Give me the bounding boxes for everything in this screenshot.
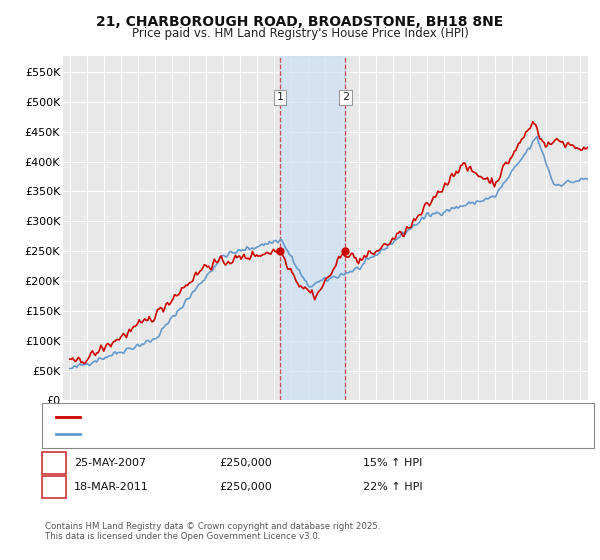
Text: 2: 2 xyxy=(50,482,58,492)
Text: HPI: Average price, semi-detached house, Bournemouth Christchurch and Poole: HPI: Average price, semi-detached house,… xyxy=(87,429,478,439)
Bar xyxy=(280,56,345,400)
Text: 25-MAY-2007: 25-MAY-2007 xyxy=(74,458,146,468)
Text: Price paid vs. HM Land Registry's House Price Index (HPI): Price paid vs. HM Land Registry's House … xyxy=(131,27,469,40)
Text: 21, CHARBOROUGH ROAD, BROADSTONE, BH18 8NE (semi-detached house): 21, CHARBOROUGH ROAD, BROADSTONE, BH18 8… xyxy=(87,412,462,422)
Text: 2: 2 xyxy=(341,92,349,102)
Text: 21, CHARBOROUGH ROAD, BROADSTONE, BH18 8NE: 21, CHARBOROUGH ROAD, BROADSTONE, BH18 8… xyxy=(97,15,503,29)
Text: 18-MAR-2011: 18-MAR-2011 xyxy=(74,482,149,492)
Text: 1: 1 xyxy=(50,458,58,468)
Text: 1: 1 xyxy=(277,92,283,102)
Text: £250,000: £250,000 xyxy=(219,482,272,492)
Text: Contains HM Land Registry data © Crown copyright and database right 2025.
This d: Contains HM Land Registry data © Crown c… xyxy=(45,522,380,542)
Text: 22% ↑ HPI: 22% ↑ HPI xyxy=(363,482,422,492)
Text: 15% ↑ HPI: 15% ↑ HPI xyxy=(363,458,422,468)
Text: £250,000: £250,000 xyxy=(219,458,272,468)
